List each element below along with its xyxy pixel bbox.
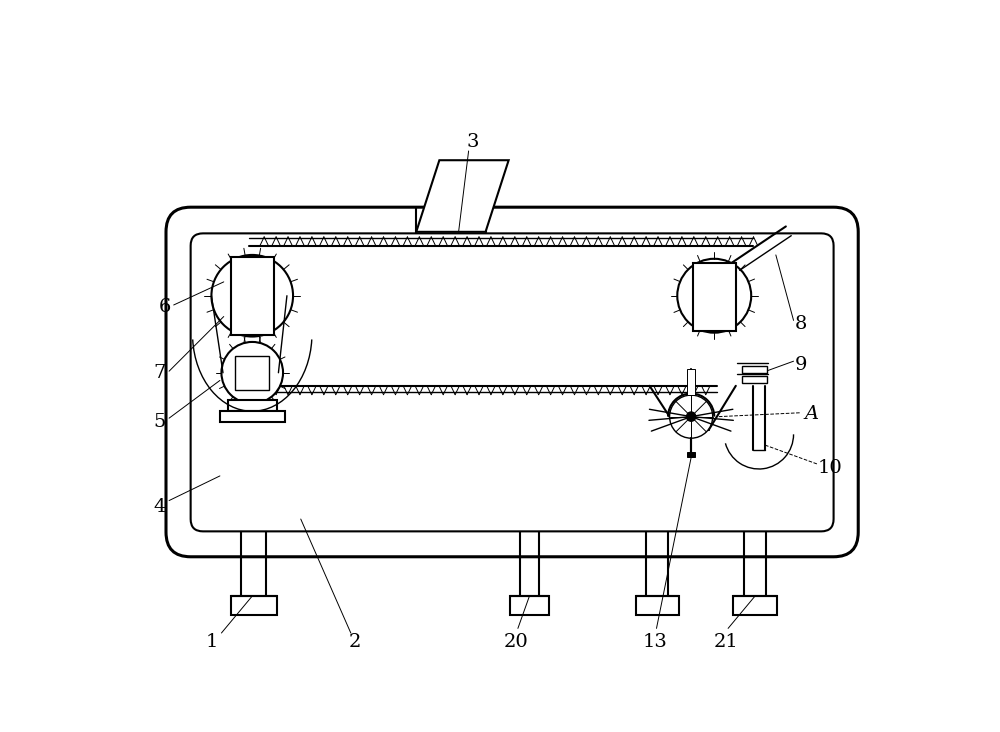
Text: 10: 10 bbox=[817, 459, 842, 477]
Text: 5: 5 bbox=[154, 413, 166, 431]
Circle shape bbox=[239, 359, 265, 386]
Text: A: A bbox=[804, 406, 818, 423]
Bar bbox=[636, 596, 679, 615]
Text: 7: 7 bbox=[154, 364, 166, 382]
Circle shape bbox=[247, 367, 258, 378]
Bar bbox=[231, 596, 277, 615]
Circle shape bbox=[707, 289, 721, 302]
Circle shape bbox=[687, 412, 696, 421]
Bar bbox=[733, 596, 777, 615]
Circle shape bbox=[245, 288, 260, 304]
Text: 9: 9 bbox=[795, 356, 808, 374]
Circle shape bbox=[211, 255, 293, 337]
Bar bbox=[687, 452, 695, 457]
Text: 20: 20 bbox=[504, 633, 529, 651]
Text: 8: 8 bbox=[795, 315, 807, 333]
Bar bbox=[742, 366, 767, 373]
Circle shape bbox=[235, 279, 269, 313]
Circle shape bbox=[221, 342, 283, 403]
Text: 2: 2 bbox=[348, 633, 361, 651]
Text: 4: 4 bbox=[154, 498, 166, 516]
Text: 21: 21 bbox=[714, 633, 739, 651]
Bar bbox=[687, 369, 695, 395]
Text: 3: 3 bbox=[466, 132, 479, 151]
Bar bbox=[231, 258, 274, 335]
Bar bbox=[693, 263, 736, 331]
Circle shape bbox=[699, 280, 730, 311]
Bar bbox=[235, 356, 269, 389]
Bar bbox=[220, 411, 285, 422]
Polygon shape bbox=[416, 160, 509, 232]
Text: 1: 1 bbox=[206, 633, 218, 651]
Bar bbox=[228, 400, 277, 411]
Bar bbox=[742, 376, 767, 383]
FancyBboxPatch shape bbox=[166, 207, 858, 557]
Bar bbox=[510, 596, 549, 615]
Circle shape bbox=[677, 259, 751, 333]
Text: 13: 13 bbox=[643, 633, 667, 651]
Circle shape bbox=[670, 395, 713, 438]
Text: 6: 6 bbox=[158, 297, 171, 315]
